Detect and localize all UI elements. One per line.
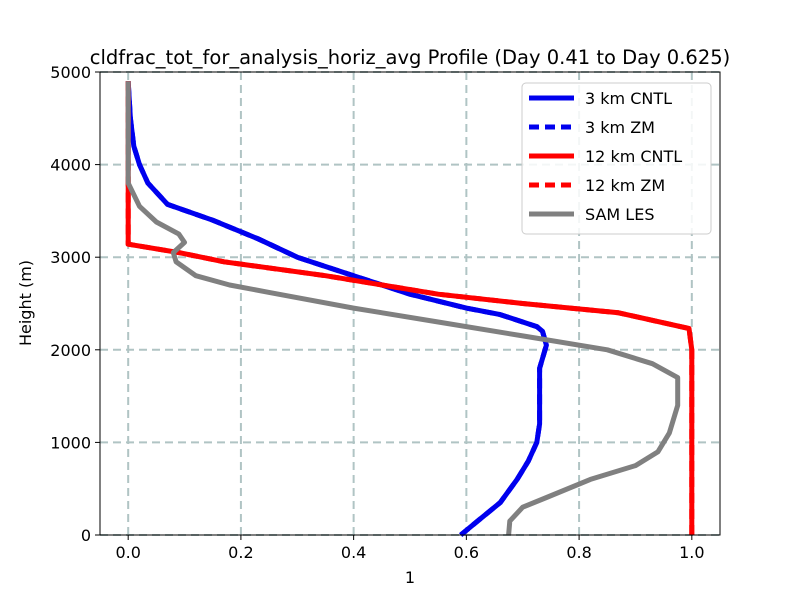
x-tick-label: 0.6 [454,543,479,562]
y-axis-ticks: 0 1000 2000 3000 4000 5000 [50,63,100,545]
y-tick-label: 2000 [50,341,91,360]
y-tick-label: 0 [81,526,91,545]
legend-label: 3 km CNTL [585,89,672,108]
x-tick-label: 0.8 [566,543,591,562]
y-tick-label: 1000 [50,433,91,452]
legend-label: 12 km ZM [585,176,665,195]
x-axis-ticks: 0.0 0.2 0.4 0.6 0.8 1.0 [115,535,705,562]
legend-label: 12 km CNTL [585,147,682,166]
x-tick-label: 0.4 [341,543,366,562]
x-axis-label: 1 [405,568,415,587]
y-axis-label: Height (m) [16,260,35,346]
y-tick-label: 4000 [50,156,91,175]
x-tick-label: 0.0 [115,543,140,562]
legend-label: SAM LES [585,205,654,224]
legend-label: 3 km ZM [585,118,655,137]
legend: 3 km CNTL 3 km ZM 12 km CNTL 12 km ZM SAM LE… [521,82,712,235]
series-line-sam-les [125,81,681,536]
x-tick-label: 0.2 [228,543,253,562]
legend-box [521,82,712,235]
chart-title: cldfrac_tot_for_analysis_horiz_avg Profi… [90,46,731,69]
series-layer [125,81,695,537]
series-line-12-km-zm [125,81,695,535]
y-tick-label: 5000 [50,63,91,82]
x-tick-label: 1.0 [679,543,704,562]
series-line-3-km-zm [125,81,549,537]
plot-frame [99,71,721,536]
y-tick-label: 3000 [50,248,91,267]
